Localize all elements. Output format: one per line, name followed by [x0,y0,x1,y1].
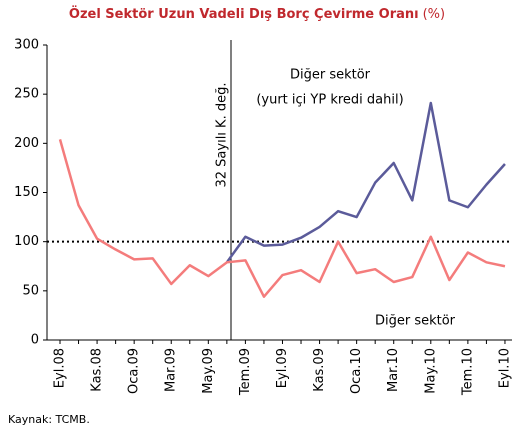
event-label: 32 Sayılı K. değ. [215,83,230,188]
series-line [58,139,506,298]
x-tick-label: Tem.10 [460,348,475,396]
x-tick-label: Kas.08 [90,348,105,392]
y-tick-label: 150 [14,185,39,200]
y-tick-label: 50 [22,283,39,298]
x-tick-label: Eyl.10 [497,348,512,388]
series-label: Diğer sektör [290,68,371,83]
x-tick-label: Eyl.09 [275,348,290,388]
y-tick-label: 100 [14,234,39,249]
chart-title: Özel Sektör Uzun Vadeli Dış Borç Çevirme… [69,6,445,22]
x-tick-label: Oca.10 [349,348,364,394]
y-tick-label: 0 [31,333,39,348]
series-line [225,101,506,264]
source: Kaynak: TCMB. [8,413,90,426]
y-tick-label: 250 [14,87,39,102]
x-tick-label: May.09 [201,348,216,394]
x-tick-label: Tem.09 [238,348,253,396]
series-label: Diğer sektör [375,314,456,329]
x-tick-label: Mar.09 [164,348,179,392]
x-tick-label: Eyl.08 [53,348,68,388]
x-tick-label: Kas.09 [312,348,327,392]
x-tick-label: May.10 [423,348,438,394]
y-tick-label: 200 [14,136,39,151]
y-tick-label: 300 [14,38,39,53]
x-tick-label: Mar.10 [386,348,401,392]
series-label-note: (yurt içi YP kredi dahil) [256,93,403,108]
x-tick-label: Oca.09 [127,348,142,394]
